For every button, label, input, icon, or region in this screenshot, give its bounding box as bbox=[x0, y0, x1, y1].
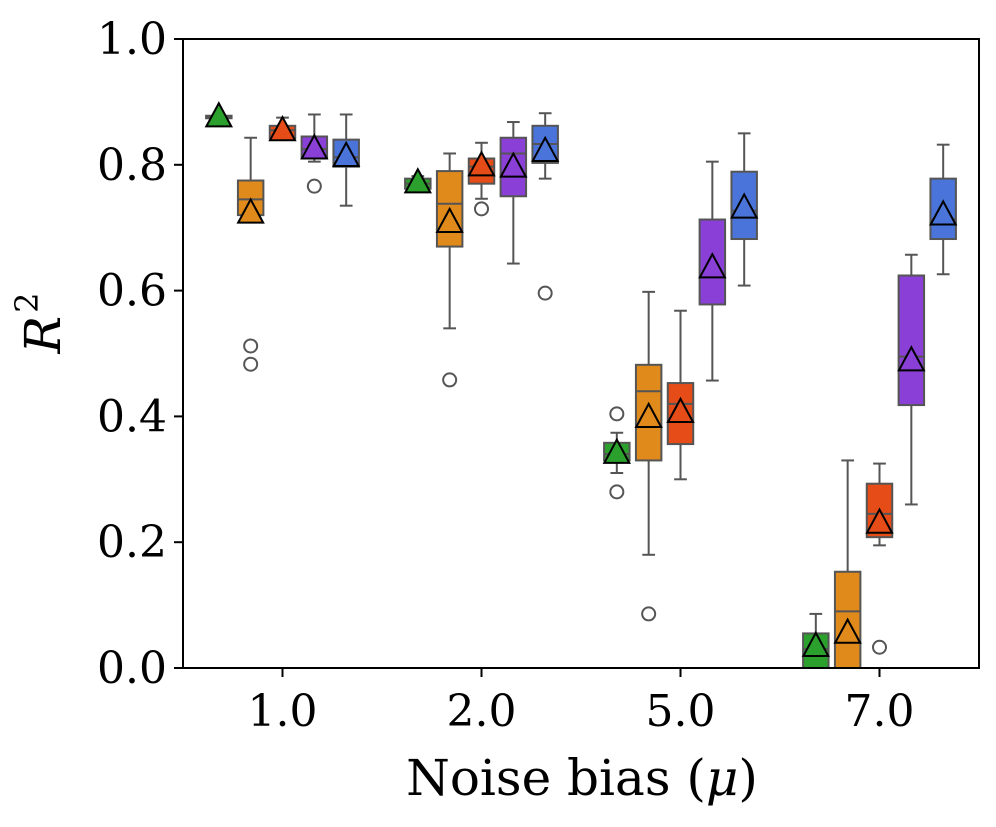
outlier-point bbox=[537, 285, 553, 301]
y-tick-label: 0.4 bbox=[97, 391, 167, 442]
box-0-0 bbox=[204, 101, 233, 128]
box-2-3 bbox=[865, 462, 894, 655]
mean-marker bbox=[204, 101, 233, 128]
box-4-0 bbox=[332, 113, 361, 207]
box-4-2 bbox=[730, 132, 759, 287]
x-axis-label: Noise bias (μ) bbox=[406, 749, 758, 807]
outlier-point bbox=[872, 639, 887, 655]
mean-marker bbox=[435, 206, 464, 234]
outlier-point bbox=[609, 406, 625, 422]
x-tick-label: 1.0 bbox=[248, 686, 318, 737]
box-0-3 bbox=[801, 612, 830, 668]
mean-marker bbox=[403, 167, 432, 194]
boxes-layer bbox=[204, 101, 958, 668]
mean-marker bbox=[236, 197, 265, 224]
y-axis-label: R2 bbox=[8, 292, 72, 354]
box-2-1 bbox=[467, 141, 496, 217]
box-2-0 bbox=[268, 114, 297, 142]
mean-marker bbox=[499, 151, 528, 178]
box-3-0 bbox=[300, 113, 329, 194]
plot-area bbox=[204, 101, 958, 668]
outlier-point bbox=[641, 606, 657, 622]
mean-marker bbox=[531, 135, 560, 162]
outlier-point bbox=[306, 178, 322, 194]
x-tick-label: 7.0 bbox=[845, 686, 915, 737]
box-body bbox=[634, 363, 663, 462]
x-tick-label: 2.0 bbox=[447, 686, 517, 737]
outlier-point bbox=[442, 372, 458, 388]
y-tick-label: 0.0 bbox=[97, 643, 167, 694]
outlier-point bbox=[243, 338, 259, 354]
outlier-point bbox=[609, 484, 625, 500]
mean-marker bbox=[929, 199, 958, 226]
box-1-1 bbox=[435, 152, 464, 388]
mean-marker bbox=[730, 192, 759, 219]
box-2-2 bbox=[666, 309, 695, 481]
y-tick-label: 0.6 bbox=[97, 266, 167, 317]
x-tick-label: 5.0 bbox=[646, 686, 716, 737]
axes-layer: 0.0 0.2 0.4 0.6 0.8 1.0 1.0 2.0 5.0 7.0 bbox=[97, 14, 980, 737]
mean-marker bbox=[300, 133, 329, 160]
mean-marker bbox=[833, 617, 862, 644]
mean-marker bbox=[801, 630, 830, 657]
y-tick-label: 1.0 bbox=[97, 14, 167, 65]
box-1-2 bbox=[634, 290, 663, 622]
box-4-1 bbox=[531, 112, 560, 301]
mean-marker bbox=[332, 140, 361, 167]
outlier-point bbox=[243, 356, 259, 372]
box-0-2 bbox=[602, 406, 631, 500]
y-tick-label: 0.2 bbox=[97, 517, 167, 568]
mean-marker bbox=[666, 396, 695, 423]
mean-marker bbox=[698, 252, 727, 279]
box-1-3 bbox=[833, 459, 862, 668]
box-body bbox=[897, 274, 926, 407]
y-tick-label: 0.8 bbox=[97, 140, 167, 191]
mean-marker bbox=[467, 150, 496, 177]
mean-marker bbox=[268, 114, 297, 142]
mean-marker bbox=[865, 507, 894, 534]
box-3-1 bbox=[499, 121, 528, 265]
box-1-0 bbox=[236, 136, 265, 372]
box-body bbox=[499, 136, 528, 198]
mean-marker bbox=[602, 437, 631, 464]
mean-marker bbox=[897, 345, 926, 372]
mean-marker bbox=[634, 401, 663, 429]
box-3-2 bbox=[698, 160, 727, 382]
box-0-1 bbox=[403, 167, 432, 194]
box-4-3 bbox=[929, 143, 958, 276]
box-3-3 bbox=[897, 253, 926, 506]
plot-frame bbox=[182, 38, 980, 669]
outlier-point bbox=[474, 201, 489, 217]
